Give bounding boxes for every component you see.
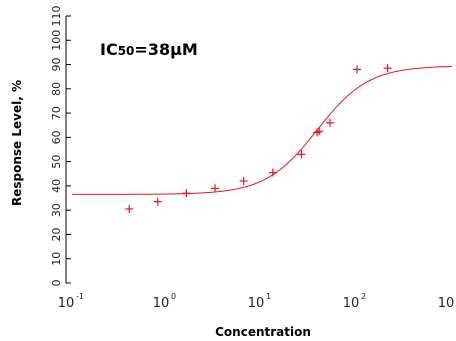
y-tick-label: 70	[50, 106, 63, 120]
data-point	[383, 64, 392, 73]
ic50-subscript: 50	[118, 44, 135, 58]
x-tick-exponent: 0	[171, 292, 176, 301]
data-point	[326, 118, 335, 127]
y-tick-label: 10	[50, 252, 63, 266]
y-tick-label: 80	[50, 82, 63, 96]
data-point	[315, 127, 324, 136]
x-tick-label: 10	[153, 296, 170, 311]
x-tick-label: 10	[248, 296, 265, 311]
data-point	[313, 128, 322, 137]
y-tick-label: 40	[50, 179, 63, 193]
y-tick-label: 110	[50, 6, 63, 27]
y-tick-label: 60	[50, 130, 63, 144]
y-axis: 0 10 20 30 40 50 60 70 80 90 100 110	[50, 6, 71, 287]
y-tick-label: 30	[50, 203, 63, 217]
data-point	[297, 150, 306, 159]
data-points	[125, 64, 392, 213]
y-tick-label: 20	[50, 227, 63, 241]
x-axis-label: Concentration	[215, 325, 311, 339]
x-tick-label: 10	[58, 296, 75, 311]
x-tick-exponent: 2	[361, 292, 366, 301]
ic50-suffix: =38μM	[134, 40, 197, 59]
data-point	[153, 197, 162, 206]
data-point	[239, 177, 248, 186]
y-tick-label: 0	[50, 280, 63, 287]
ic50-annotation: IC50=38μM	[100, 40, 198, 59]
x-tick-exponent: 1	[266, 292, 271, 301]
x-tick-label: 10	[343, 296, 360, 311]
x-tick-exponent: -1	[76, 292, 84, 301]
fit-curve-line	[72, 65, 453, 195]
y-tick-label: 50	[50, 155, 63, 169]
fit-curve-layer	[72, 65, 453, 195]
data-point	[210, 184, 219, 193]
data-point	[268, 168, 277, 177]
ic50-prefix: IC	[100, 40, 118, 59]
x-tick-label: 10	[438, 296, 455, 311]
data-point	[125, 204, 134, 213]
data-point	[182, 189, 191, 198]
y-axis-label: Response Level, %	[10, 80, 24, 206]
y-tick-label: 100	[50, 30, 63, 51]
data-point	[353, 65, 361, 74]
y-tick-label: 90	[50, 58, 63, 72]
x-axis: 10-1100101102103	[58, 292, 455, 311]
